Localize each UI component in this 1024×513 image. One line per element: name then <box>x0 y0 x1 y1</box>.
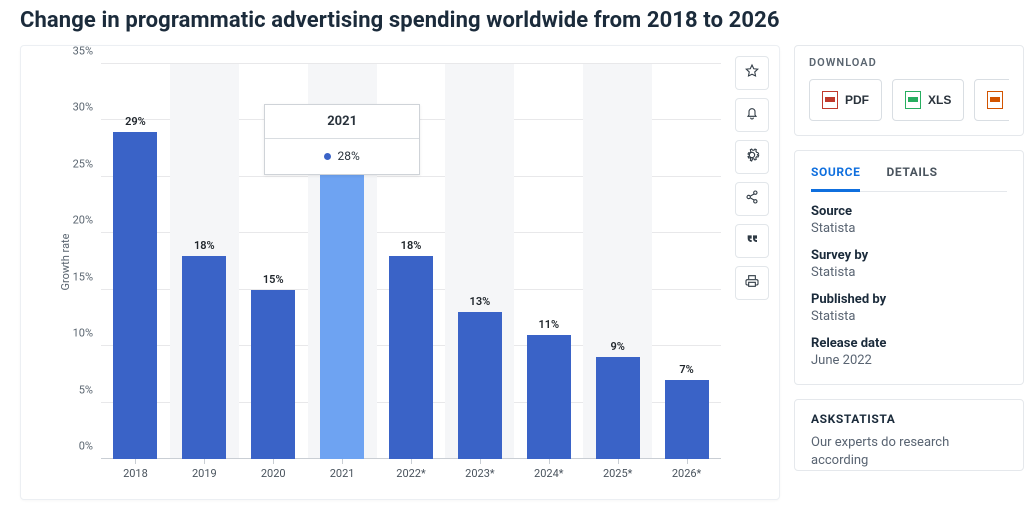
y-tick-label: 25% <box>73 157 101 170</box>
bell-icon <box>744 105 760 125</box>
meta-label: Survey by <box>811 248 1007 263</box>
favorite-button[interactable] <box>735 56 769 90</box>
bar-value-label: 13% <box>470 295 491 308</box>
bar-slot: 7%2026* <box>652 64 721 459</box>
tooltip-body: 28% <box>265 139 419 174</box>
bar-value-label: 29% <box>125 115 146 128</box>
cite-button[interactable] <box>735 224 769 258</box>
chart-bar[interactable] <box>389 256 433 459</box>
x-tick-label: 2020 <box>261 459 286 480</box>
bar-slot: 13%2023* <box>445 64 514 459</box>
meta-item: Source Statista <box>811 204 1007 236</box>
download-ppt-button[interactable]: P <box>974 79 1009 121</box>
meta-item: Release date June 2022 <box>811 336 1007 368</box>
meta-value: Statista <box>811 221 1007 236</box>
tooltip-header: 2021 <box>265 105 419 139</box>
x-tick-label: 2021 <box>330 459 355 480</box>
y-tick-label: 0% <box>79 440 101 453</box>
source-tabs: SOURCE DETAILS <box>811 151 1007 192</box>
gear-icon <box>744 147 760 167</box>
meta-item: Published by Statista <box>811 292 1007 324</box>
meta-value: Statista <box>811 309 1007 324</box>
ask-card: ASKSTATISTA Our experts do research acco… <box>794 399 1024 471</box>
x-tick-label: 2023* <box>465 459 494 480</box>
bar-value-label: 15% <box>263 273 284 286</box>
print-icon <box>744 273 760 293</box>
chart-bar[interactable] <box>182 256 226 459</box>
download-title: DOWNLOAD <box>809 56 1009 69</box>
chart-bar[interactable] <box>458 312 502 459</box>
download-card: DOWNLOAD PDF XLS P <box>794 45 1024 136</box>
y-tick-label: 10% <box>73 327 101 340</box>
download-xls-button[interactable]: XLS <box>892 79 964 121</box>
share-button[interactable] <box>735 182 769 216</box>
tab-source[interactable]: SOURCE <box>811 165 860 191</box>
chart-actions <box>735 56 769 300</box>
chart-plot-area: Growth rate 0%5%10%15%20%25%30%35% 29%20… <box>101 64 721 459</box>
chart-bar[interactable] <box>320 143 364 459</box>
chart-bar[interactable] <box>251 290 295 459</box>
y-axis-label: Growth rate <box>59 233 72 290</box>
page-title: Change in programmatic advertising spend… <box>0 0 1024 45</box>
x-tick-label: 2025* <box>603 459 632 480</box>
bar-slot: 9%2025* <box>583 64 652 459</box>
notify-button[interactable] <box>735 98 769 132</box>
meta-value: Statista <box>811 265 1007 280</box>
settings-button[interactable] <box>735 140 769 174</box>
tooltip-value: 28% <box>337 149 359 163</box>
star-icon <box>744 63 760 83</box>
chart-panel: Growth rate 0%5%10%15%20%25%30%35% 29%20… <box>20 45 780 500</box>
quote-icon <box>744 231 760 251</box>
x-tick-label: 2024* <box>534 459 563 480</box>
ask-body: Our experts do research according <box>811 434 1007 470</box>
y-tick-label: 20% <box>73 214 101 227</box>
bar-slot: 29%2018 <box>101 64 170 459</box>
bar-slot: 18%2019 <box>170 64 239 459</box>
y-tick-label: 30% <box>73 101 101 114</box>
x-tick-label: 2022* <box>396 459 425 480</box>
bar-value-label: 18% <box>194 239 215 252</box>
meta-item: Survey by Statista <box>811 248 1007 280</box>
bar-slot: 11%2024* <box>514 64 583 459</box>
source-card: SOURCE DETAILS Source Statista Survey by Sta… <box>794 150 1024 385</box>
x-tick-label: 2018 <box>123 459 148 480</box>
xls-file-icon <box>905 91 921 109</box>
pdf-file-icon <box>822 91 838 109</box>
y-tick-label: 5% <box>79 383 101 396</box>
chart-bar[interactable] <box>665 380 709 459</box>
chart-bar[interactable] <box>113 132 157 459</box>
download-button-label: PDF <box>845 93 869 107</box>
bar-value-label: 11% <box>538 318 559 331</box>
bar-value-label: 9% <box>610 340 624 353</box>
meta-label: Release date <box>811 336 1007 351</box>
download-pdf-button[interactable]: PDF <box>809 79 882 121</box>
ask-title: ASKSTATISTA <box>811 412 1007 426</box>
bar-value-label: 7% <box>679 363 693 376</box>
ppt-file-icon <box>987 91 1003 109</box>
x-tick-label: 2026* <box>672 459 701 480</box>
y-tick-label: 15% <box>73 270 101 283</box>
chart-bar[interactable] <box>527 335 571 459</box>
tooltip-series-dot <box>324 153 331 160</box>
meta-label: Published by <box>811 292 1007 307</box>
print-button[interactable] <box>735 266 769 300</box>
tab-details[interactable]: DETAILS <box>886 165 937 191</box>
y-tick-label: 35% <box>73 45 101 58</box>
bar-value-label: 18% <box>401 239 422 252</box>
share-icon <box>744 189 760 209</box>
chart-tooltip: 2021 28% <box>264 104 420 175</box>
x-tick-label: 2019 <box>192 459 217 480</box>
meta-value: June 2022 <box>811 353 1007 368</box>
meta-label: Source <box>811 204 1007 219</box>
download-buttons-row: PDF XLS P <box>809 79 1009 121</box>
right-rail: DOWNLOAD PDF XLS P SOURCE DETAILS Source Sta… <box>794 45 1024 500</box>
download-button-label: XLS <box>928 93 951 107</box>
chart-bar[interactable] <box>596 357 640 459</box>
source-meta-list: SourceStatistaSurvey byStatistaPublished… <box>811 192 1007 368</box>
